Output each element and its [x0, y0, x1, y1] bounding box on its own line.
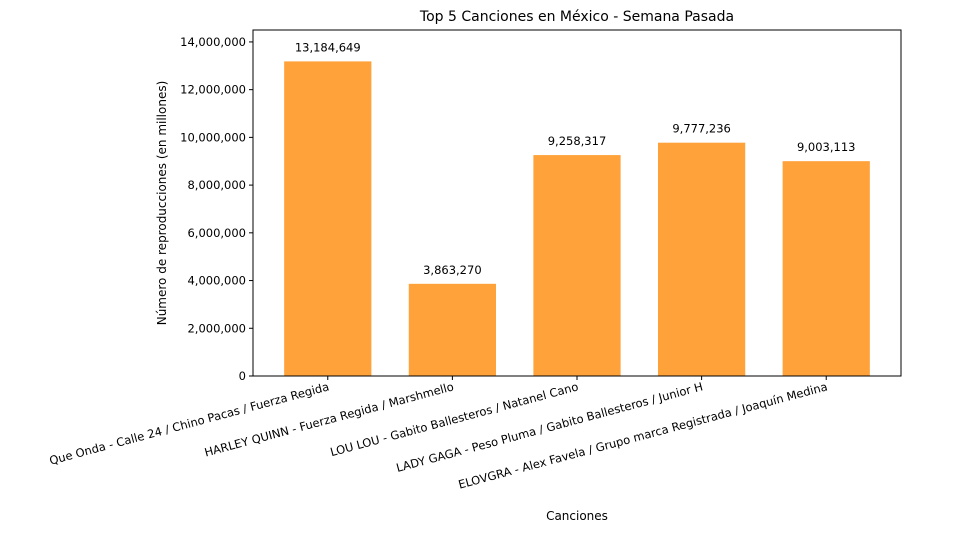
bar	[782, 161, 870, 376]
x-axis-label: Canciones	[546, 509, 608, 523]
bar	[408, 283, 496, 376]
bar	[284, 61, 372, 377]
y-tick-label: 2,000,000	[187, 321, 246, 335]
bar-value-label: 9,003,113	[797, 140, 856, 154]
bars: 13,184,649 3,863,270 9,258,317 9,777,236 9,0…	[284, 40, 870, 377]
y-axis: 0 2,000,000 4,000,000 6,000,000 8,000,000 10,…	[180, 35, 253, 383]
y-tick-label: 8,000,000	[187, 178, 246, 192]
y-tick-label: 6,000,000	[187, 226, 246, 240]
bar-value-label: 13,184,649	[295, 40, 361, 54]
y-tick-label: 10,000,000	[180, 130, 246, 144]
bar	[533, 155, 621, 376]
y-tick-label: 0	[239, 369, 246, 383]
x-axis: Que Onda - Calle 24 / Chino Pacas / Fuer…	[48, 376, 829, 492]
chart-title: Top 5 Canciones en México - Semana Pasad…	[419, 9, 734, 25]
y-tick-label: 4,000,000	[187, 274, 246, 288]
plot-frame	[252, 29, 902, 377]
bar	[658, 142, 746, 376]
y-axis-label: Número de reproducciones (en millones)	[155, 81, 169, 326]
y-tick-label: 12,000,000	[180, 83, 246, 97]
bar-value-label: 9,777,236	[672, 122, 731, 136]
y-tick-label: 14,000,000	[180, 35, 246, 49]
bar-value-label: 3,863,270	[423, 263, 482, 277]
bar-value-label: 9,258,317	[548, 134, 607, 148]
